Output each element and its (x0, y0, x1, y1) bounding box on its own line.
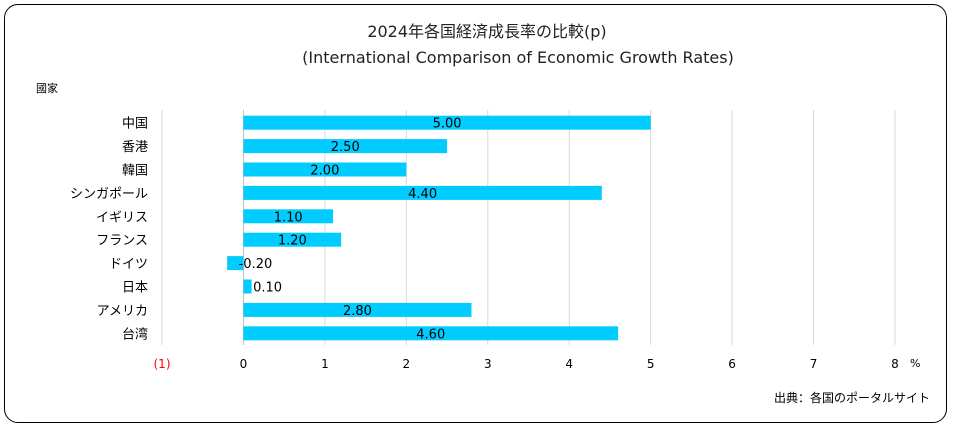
data-label: 2.80 (343, 304, 372, 319)
data-label: 2.00 (310, 164, 339, 179)
bar (243, 115, 651, 130)
category-label: 韓国 (122, 164, 148, 179)
category-label: 香港 (122, 140, 148, 155)
bar (243, 139, 448, 154)
x-tick-label: 8 (891, 357, 899, 371)
x-tick-label: 6 (728, 357, 736, 371)
bar (243, 232, 342, 247)
x-tick-label: 7 (810, 357, 818, 371)
category-label: イギリス (96, 210, 148, 225)
x-tick-label: 1 (321, 357, 329, 371)
x-axis-unit: % (910, 357, 920, 370)
x-tick-label: (1) (154, 357, 171, 371)
bar (227, 256, 244, 271)
data-label: -0.20 (239, 257, 273, 272)
data-label: 5.00 (433, 117, 462, 132)
x-tick-label: 5 (647, 357, 655, 371)
category-label: ドイツ (109, 257, 148, 272)
bar (243, 279, 252, 294)
x-tick-label: 4 (565, 357, 573, 371)
category-label: フランス (96, 234, 148, 249)
chart-title: 2024年各国経済成長率の比較(p) (367, 22, 606, 41)
data-label: 4.40 (408, 187, 437, 202)
bar (243, 162, 407, 177)
category-label: 日本 (122, 281, 148, 296)
bar (243, 185, 602, 200)
data-label: 1.10 (274, 210, 303, 225)
bar (243, 209, 334, 224)
y-axis-label: 國家 (36, 81, 58, 95)
bar (243, 326, 619, 341)
data-label: 2.50 (331, 140, 360, 155)
source-note: 出典：各国のポータルサイト (774, 390, 930, 405)
x-tick-label: 3 (484, 357, 492, 371)
category-label: シンガポール (70, 187, 148, 202)
category-label: アメリカ (97, 304, 148, 319)
chart-frame (4, 4, 947, 423)
data-label: 4.60 (416, 327, 445, 342)
data-label: 0.10 (253, 281, 282, 296)
x-tick-label: 2 (403, 357, 411, 371)
chart-subtitle: (International Comparison of Economic Gr… (302, 48, 734, 67)
category-label: 中国 (122, 117, 148, 132)
data-label: 1.20 (278, 234, 307, 249)
x-tick-label: 0 (240, 357, 248, 371)
category-label: 台湾 (122, 326, 148, 342)
bar (243, 302, 472, 317)
